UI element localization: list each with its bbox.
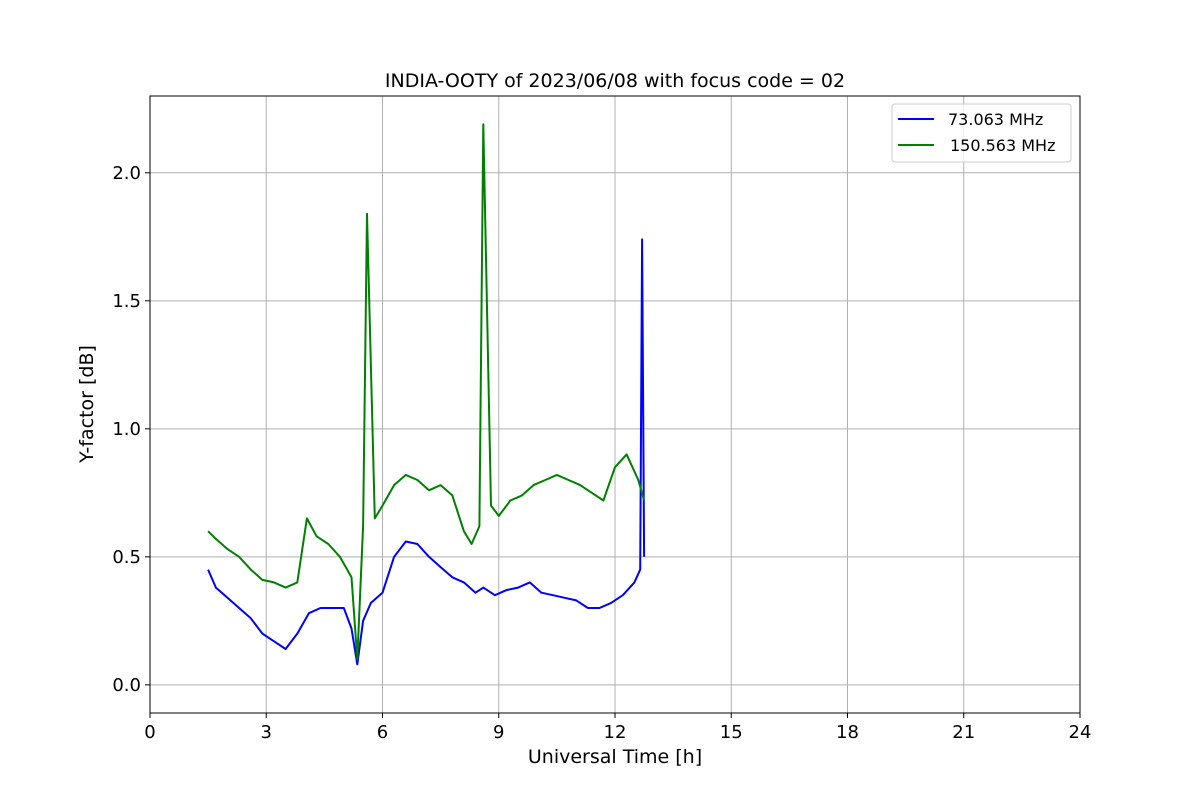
x-tick-label: 0 [144, 722, 155, 743]
x-axis-label: Universal Time [h] [528, 746, 702, 768]
legend: 73.063 MHz 150.563 MHz [891, 103, 1072, 163]
series-line-73mhz [207, 238, 646, 666]
x-tick-label: 9 [493, 722, 504, 743]
x-tick-label: 24 [1069, 722, 1092, 743]
x-tick-label: 6 [377, 722, 388, 743]
x-tick-label: 21 [952, 722, 975, 743]
x-tick-label: 12 [604, 722, 627, 743]
x-tick-label: 3 [261, 722, 272, 743]
series-line-150mhz [207, 123, 646, 661]
y-tick-label: 1.0 [112, 419, 141, 440]
legend-box [891, 103, 1072, 163]
chart-title: INDIA-OOTY of 2023/06/08 with focus code… [385, 70, 845, 92]
axis-ticks: 0 3 6 9 12 15 18 21 24 0.0 0.5 1.0 1.5 2.0 [112, 163, 1091, 743]
y-tick-label: 0.5 [112, 547, 141, 568]
series-lines [207, 123, 646, 666]
y-tick-label: 1.5 [112, 291, 141, 312]
x-tick-label: 15 [720, 722, 743, 743]
legend-label-150mhz: 150.563 MHz [950, 136, 1055, 155]
legend-label-73mhz: 73.063 MHz [948, 110, 1043, 129]
y-tick-label: 2.0 [112, 163, 141, 184]
y-axis-label: Y-factor [dB] [76, 345, 98, 464]
y-tick-label: 0.0 [112, 675, 141, 696]
x-tick-label: 18 [836, 722, 859, 743]
